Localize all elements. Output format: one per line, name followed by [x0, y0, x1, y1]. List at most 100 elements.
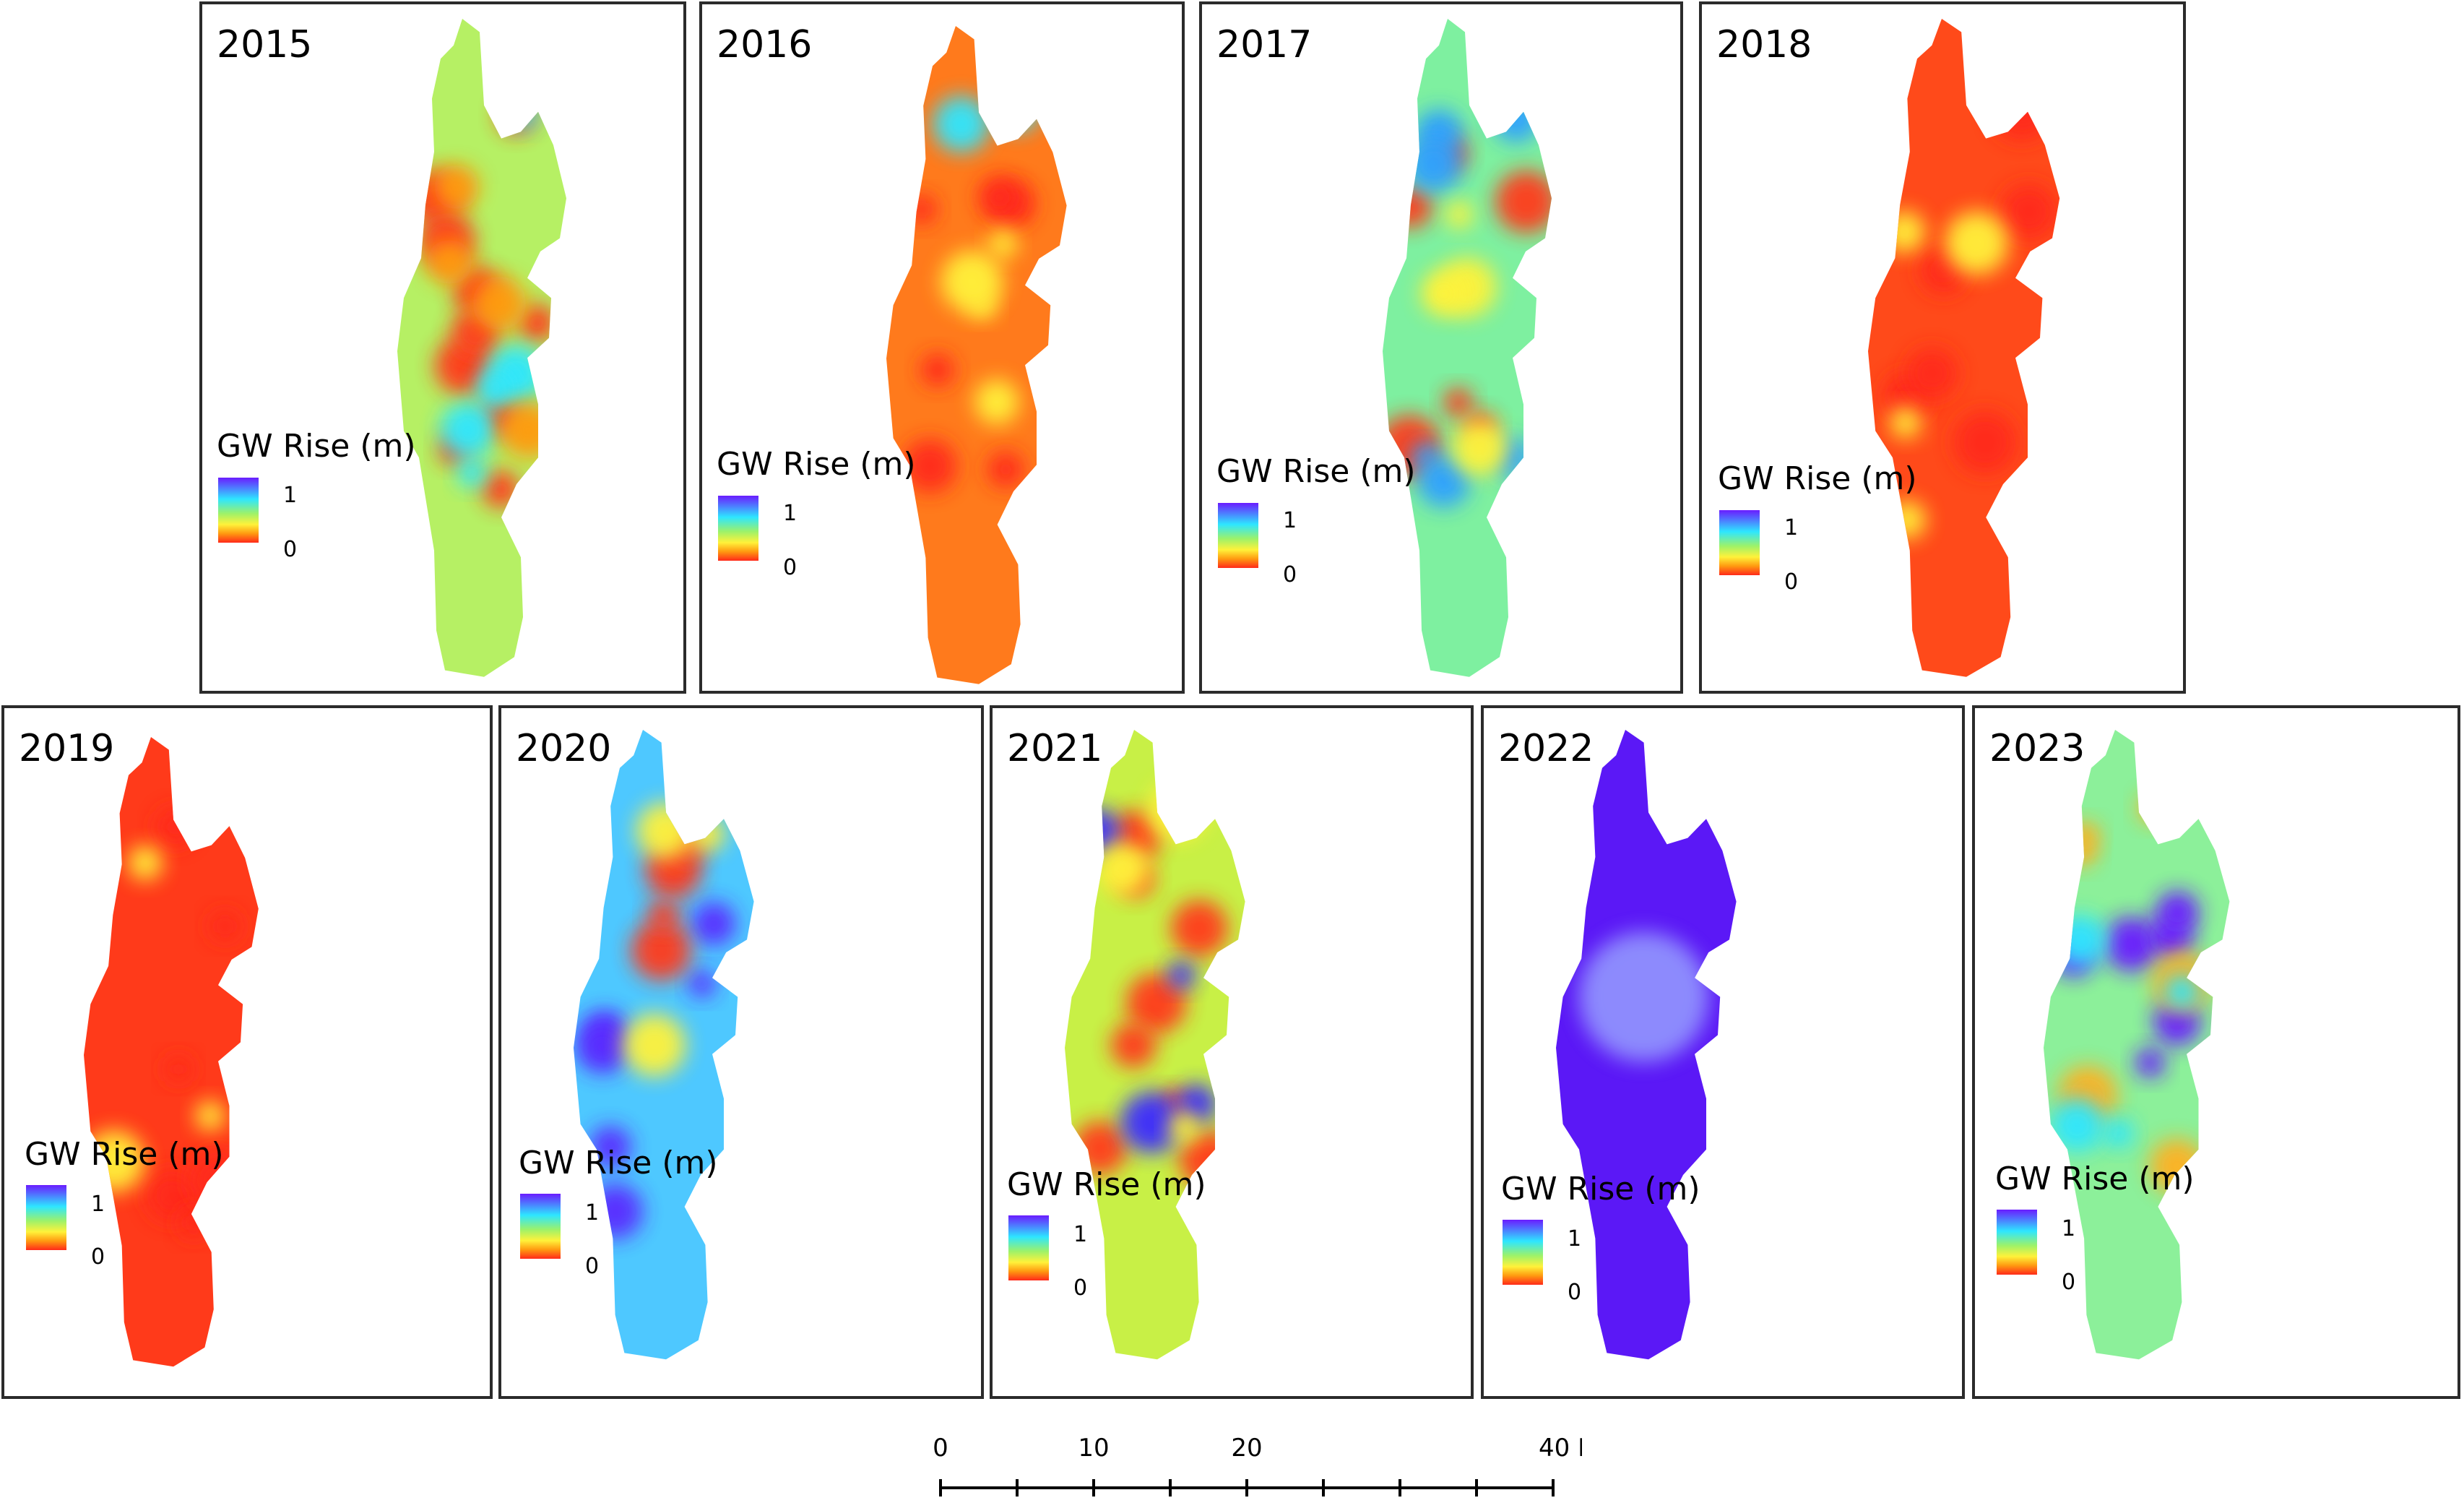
map-panel-2023: 2023 GW Rise (m) 1 0	[1972, 705, 2460, 1399]
hotspot	[440, 402, 496, 458]
hotspot	[987, 451, 1024, 488]
hotspot	[1945, 211, 2009, 275]
legend-max-label: 1	[283, 483, 298, 508]
hotspot	[155, 807, 195, 847]
legend-title: GW Rise (m)	[1718, 460, 1917, 497]
hotspot	[2104, 916, 2159, 972]
scale-label-0: 0	[933, 1434, 948, 1463]
legend-title: GW Rise (m)	[1007, 1166, 1206, 1203]
hotspot	[995, 87, 1039, 132]
hotspot	[636, 802, 693, 859]
hotspot	[518, 304, 556, 342]
legend-min-label: 0	[1784, 569, 1799, 595]
hotspot	[1120, 1092, 1183, 1153]
hotspot	[920, 353, 954, 387]
study-area-map	[1383, 19, 1552, 677]
interpolation-hotspots	[1578, 931, 1709, 1062]
hotspot	[941, 250, 1003, 313]
hotspot	[501, 402, 558, 459]
hotspot	[127, 845, 163, 881]
panel-year: 2018	[1716, 23, 1812, 66]
scale-label-10: 10	[1078, 1434, 1109, 1463]
hotspot	[1495, 171, 1552, 233]
map-surface	[84, 737, 259, 1367]
map-panel-2018: 2018 GW Rise (m) 1 0	[1699, 1, 2186, 694]
scale-label-20: 20	[1231, 1434, 1262, 1463]
legend-max-label: 1	[1073, 1222, 1088, 1247]
hotspot	[1389, 185, 1432, 228]
hotspot	[2054, 914, 2107, 967]
legend-min-label: 0	[1568, 1280, 1582, 1305]
legend-color-ramp	[718, 496, 758, 561]
panel-year: 2021	[1007, 727, 1103, 770]
legend-min-label: 0	[783, 555, 797, 580]
hotspot	[589, 1126, 631, 1168]
legend-max-label: 1	[585, 1200, 600, 1226]
legend-title: GW Rise (m)	[717, 446, 916, 483]
legend-min-label: 0	[1283, 562, 1297, 587]
legend-max-label: 1	[783, 501, 797, 526]
hotspot	[907, 194, 937, 225]
panel-year: 2023	[1989, 727, 2085, 770]
hotspot	[2070, 822, 2099, 850]
legend-color-ramp	[1997, 1210, 2037, 1275]
legend-color-ramp	[218, 478, 259, 543]
hotspot	[1991, 78, 2054, 141]
hotspot	[1452, 420, 1509, 477]
legend-max-label: 1	[2062, 1216, 2076, 1241]
hotspot	[2104, 1118, 2134, 1149]
hotspot	[2138, 793, 2169, 824]
hotspot	[482, 470, 519, 508]
legend-title: GW Rise (m)	[217, 428, 416, 465]
hotspot	[1167, 961, 1196, 990]
map-panel-2017: 2017 GW Rise (m) 1 0	[1199, 1, 1683, 694]
legend-color-ramp	[1503, 1220, 1543, 1285]
legend-max-label: 1	[1568, 1226, 1582, 1252]
map-surface	[2044, 730, 2230, 1360]
study-area-map	[397, 19, 566, 677]
hotspot	[974, 379, 1019, 425]
hotspot	[2156, 890, 2200, 934]
hotspot	[576, 1021, 629, 1074]
hotspot	[509, 100, 537, 129]
panel-year: 2015	[217, 23, 313, 66]
map-panel-2019: 2019 GW Rise (m) 1 0	[1, 705, 493, 1399]
hotspot	[623, 1013, 686, 1077]
hotspot	[1883, 211, 1925, 253]
legend-min-label: 0	[283, 537, 298, 562]
hotspot	[146, 1169, 198, 1222]
hotspot	[457, 458, 487, 488]
hotspot	[1169, 1112, 1200, 1143]
legend-color-ramp	[1008, 1215, 1049, 1280]
interpolation-hotspots	[903, 87, 1039, 493]
legend-min-label: 0	[585, 1254, 600, 1279]
legend-min-label: 0	[1073, 1275, 1088, 1301]
legend-title: GW Rise (m)	[25, 1136, 224, 1173]
hotspot	[933, 95, 990, 152]
hotspot	[1578, 931, 1709, 1062]
study-area-map	[1868, 19, 2060, 677]
hotspot	[903, 439, 957, 493]
legend-color-ramp	[1719, 510, 1760, 575]
map-panel-2022: 2022 GW Rise (m) 1 0	[1481, 705, 1965, 1399]
hotspot	[497, 96, 535, 134]
legend-max-label: 1	[1283, 508, 1297, 533]
hotspot	[1126, 973, 1187, 1033]
hotspot	[2001, 184, 2057, 240]
hotspot	[2050, 1098, 2105, 1153]
hotspot	[1171, 900, 1228, 957]
hotspot	[979, 176, 1021, 218]
map-panel-2016: 2016 GW Rise (m) 1 0	[699, 1, 1185, 694]
hotspot	[1443, 387, 1473, 418]
legend-min-label: 0	[91, 1244, 105, 1270]
study-area-map	[1556, 730, 1737, 1360]
scale-ticks	[939, 1479, 1555, 1496]
panel-year: 2017	[1216, 23, 1313, 66]
map-panel-2021: 2021 GW Rise (m) 1 0	[990, 705, 1474, 1399]
hotspot	[1889, 407, 1922, 439]
hotspot	[195, 1101, 225, 1132]
hotspot	[178, 1207, 209, 1239]
legend-title: GW Rise (m)	[519, 1145, 718, 1181]
hotspot	[433, 165, 479, 210]
panel-year: 2016	[717, 23, 813, 66]
